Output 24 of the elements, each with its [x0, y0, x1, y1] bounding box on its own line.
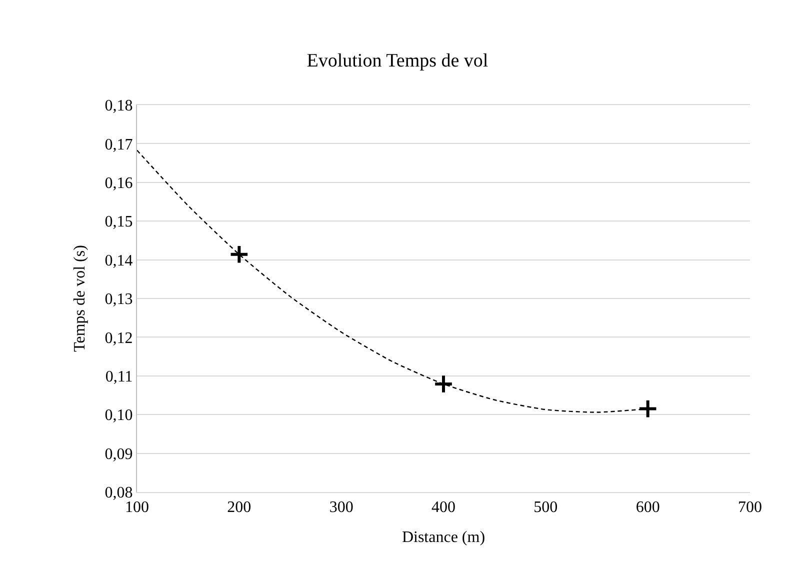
- x-tick-label: 500: [534, 499, 558, 516]
- y-tick-label: 0,09: [104, 446, 133, 463]
- y-tick-label: 0,10: [104, 407, 133, 424]
- point: [638, 398, 658, 419]
- y-axis-title: Temps de vol (s): [72, 245, 89, 352]
- y-tick-label: 0,15: [104, 214, 133, 231]
- y-tick-label: 0,11: [105, 368, 133, 386]
- x-tick-label: 700: [738, 499, 762, 516]
- point: [229, 244, 250, 264]
- y-tick-label: 0,16: [104, 175, 133, 192]
- point: [434, 374, 454, 394]
- x-axis-title: Distance (m): [402, 528, 486, 546]
- x-tick-label: 100: [125, 499, 149, 516]
- y-tick-label: 0,13: [104, 291, 133, 308]
- x-tick-label: 300: [329, 499, 354, 516]
- x-tick-label: 400: [432, 499, 456, 516]
- chart-title: Evolution Temps de vol: [306, 50, 488, 72]
- y-tick-label: 0,08: [104, 484, 133, 502]
- y-tick-label: 0,18: [104, 98, 133, 115]
- y-tick-label: 0,12: [104, 330, 133, 347]
- x-tick-label: 200: [227, 499, 252, 516]
- x-tick-label: 600: [636, 499, 660, 516]
- y-tick-label: 0,14: [104, 252, 133, 270]
- y-tick-label: 0,17: [104, 136, 133, 154]
